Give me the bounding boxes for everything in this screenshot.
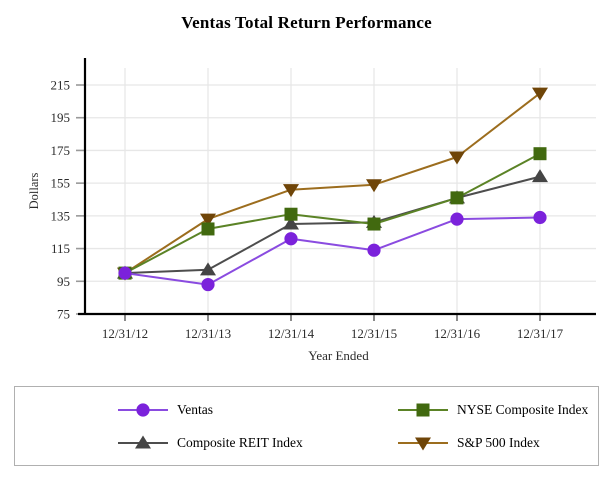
series-marker-nyse-composite-index	[367, 217, 381, 231]
legend-marker-triangle-up-icon	[118, 435, 168, 448]
legend-item-s-p-500-index: S&P 500 Index	[398, 433, 598, 453]
series-marker-s-p-500-index	[366, 179, 382, 193]
series-marker-composite-reit-index	[532, 169, 548, 183]
series-marker-ventas	[284, 232, 298, 246]
series-marker-s-p-500-index	[532, 87, 548, 101]
y-axis-title: Dollars	[27, 172, 41, 209]
legend-marker-circle-icon	[118, 402, 168, 417]
chart-legend: Ventas NYSE Composite Index Composite REIT…	[14, 386, 599, 466]
legend-marker-square-icon	[398, 403, 448, 416]
x-tick-label: 12/31/14	[268, 326, 315, 341]
x-axis-title: Year Ended	[308, 348, 369, 363]
series-marker-nyse-composite-index	[284, 207, 298, 221]
circle-icon	[136, 402, 150, 417]
legend-marker-triangle-down-icon	[398, 437, 448, 450]
legend-label-s-p-500-index: S&P 500 Index	[457, 434, 540, 450]
series-marker-ventas	[201, 277, 215, 292]
y-tick-label: 215	[51, 78, 71, 93]
series-marker-ventas	[367, 243, 381, 257]
legend-item-composite-reit-index: Composite REIT Index	[118, 433, 398, 453]
triangle-down-icon	[415, 437, 431, 450]
legend-item-nyse-composite-index: NYSE Composite Index	[398, 400, 598, 420]
series-marker-ventas	[118, 266, 132, 280]
y-tick-label: 135	[51, 208, 71, 223]
legend-label-nyse-composite-index: NYSE Composite Index	[457, 401, 589, 417]
y-tick-label: 95	[57, 274, 70, 289]
x-tick-label: 12/31/16	[434, 326, 481, 341]
series-marker-nyse-composite-index	[201, 222, 215, 236]
series-marker-composite-reit-index	[200, 262, 216, 276]
series-line-composite-reit-index	[124, 175, 541, 275]
series-marker-composite-reit-index	[283, 216, 299, 230]
triangle-up-icon	[135, 435, 151, 448]
series-marker-ventas	[450, 212, 464, 226]
y-tick-label: 175	[51, 143, 71, 158]
series-marker-s-p-500-index	[200, 213, 216, 227]
series-line-ventas	[124, 216, 541, 286]
chart-title: Ventas Total Return Performance	[181, 13, 432, 32]
series-line-nyse-composite-index	[124, 152, 541, 274]
x-tick-label: 12/31/13	[185, 326, 231, 341]
series-marker-ventas	[533, 210, 547, 225]
x-tick-label: 12/31/15	[351, 326, 397, 341]
y-tick-label: 155	[51, 176, 71, 191]
legend-label-composite-reit-index: Composite REIT Index	[177, 434, 303, 450]
square-icon	[416, 403, 430, 416]
x-tick-label: 12/31/12	[102, 326, 148, 341]
line-chart: 75 95 115 135 155 175 195 215 12/31/12 12/31/13 12…	[27, 58, 596, 363]
legend-label-ventas: Ventas	[177, 401, 213, 417]
series-line-s-p-500-index	[124, 92, 541, 274]
series-marker-s-p-500-index	[449, 151, 465, 165]
series-marker-s-p-500-index	[283, 184, 299, 198]
y-tick-label: 195	[51, 110, 71, 125]
series-marker-nyse-composite-index	[533, 147, 547, 161]
series-marker-nyse-composite-index	[450, 191, 464, 205]
y-tick-label: 115	[51, 241, 70, 256]
legend-item-ventas: Ventas	[118, 400, 398, 420]
x-tick-label: 12/31/17	[517, 326, 564, 341]
y-tick-label: 75	[57, 307, 70, 322]
